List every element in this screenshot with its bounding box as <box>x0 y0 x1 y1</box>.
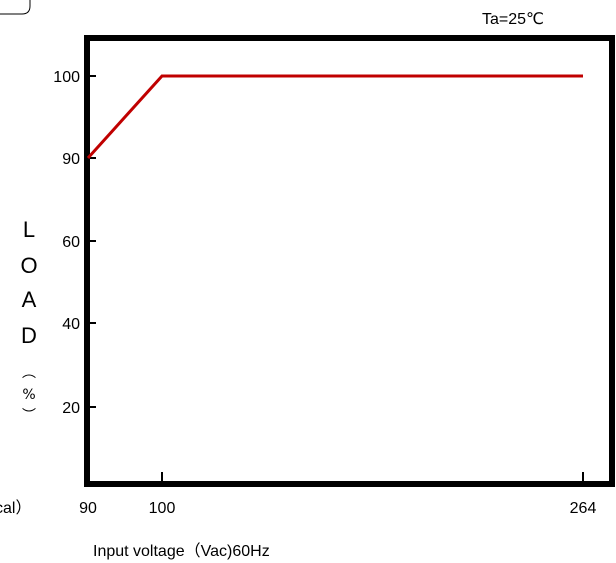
y-tick-label: 20 <box>62 400 80 417</box>
y-axis-label-char: D <box>21 323 37 348</box>
y-axis-ticks: 20 40 60 90 100 <box>53 69 96 417</box>
temperature-annotation: Ta=25℃ <box>482 11 544 28</box>
y-axis-label-char: O <box>20 253 37 278</box>
y-axis-label-char: A <box>22 287 37 312</box>
y-axis-label-char: L <box>23 217 35 242</box>
y-tick-label: 100 <box>53 69 80 86</box>
x-axis-label: Input voltage（Vac)60Hz <box>93 542 270 560</box>
plot-frame <box>84 35 615 487</box>
x-tick-label: 90 <box>79 500 97 517</box>
y-tick-label: 90 <box>62 151 80 168</box>
y-axis-label-char: ︶ <box>22 408 36 424</box>
x-axis-label-left-fragment: cal） <box>0 499 31 517</box>
corner-fragment <box>0 0 31 15</box>
x-tick-label: 264 <box>570 500 597 517</box>
y-axis-label-char: % <box>22 387 35 403</box>
y-axis-label-char: ︵ <box>22 365 36 381</box>
series-group <box>86 74 583 160</box>
y-tick-label: 60 <box>62 234 80 251</box>
x-tick-label: 100 <box>149 500 176 517</box>
series-line <box>86 74 583 160</box>
y-tick-label: 40 <box>62 316 80 333</box>
x-axis-ticks: 90 100 264 <box>79 472 596 517</box>
